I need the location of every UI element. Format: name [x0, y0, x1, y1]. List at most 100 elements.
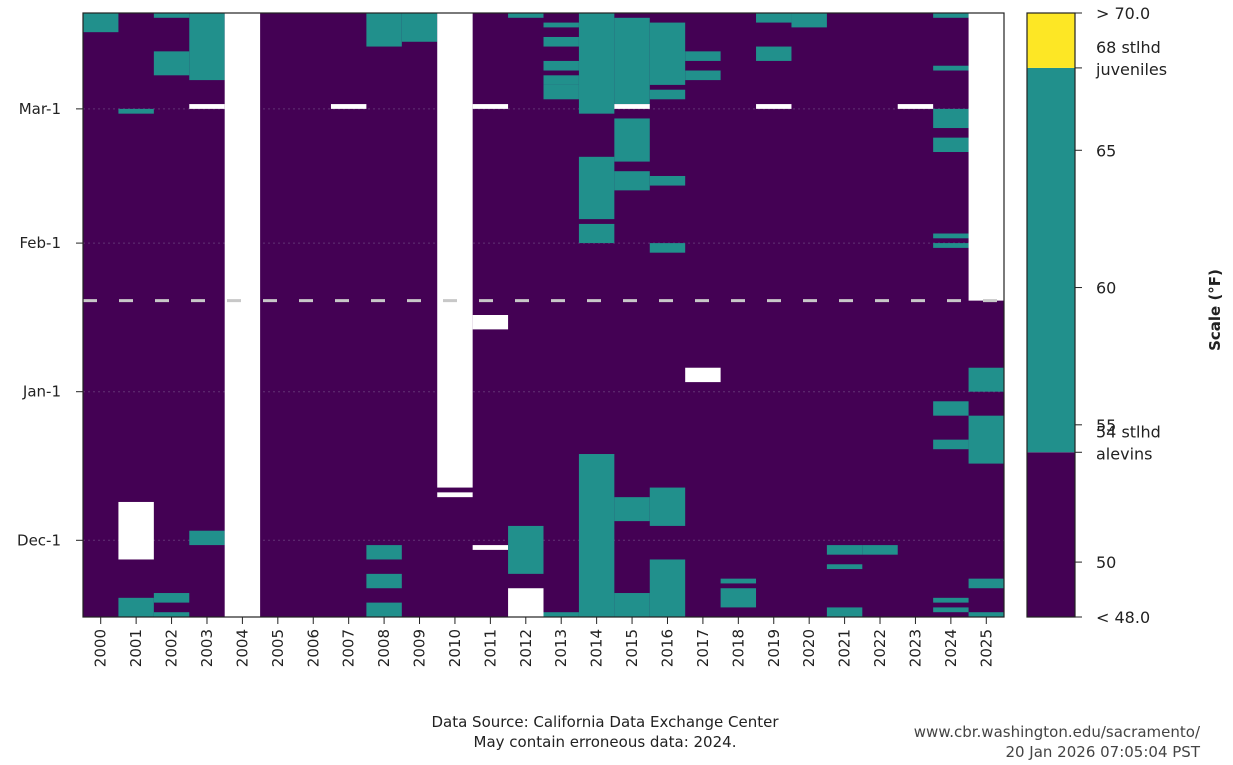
heatmap-cell: [826, 564, 863, 570]
heatmap-cell: [933, 137, 969, 153]
heatmap-cell: [933, 13, 969, 18]
heatmap-cell: [968, 612, 1004, 617]
heatmap-cell: [543, 75, 579, 85]
heatmap-cell: [649, 559, 686, 617]
colorbar-band: [1027, 13, 1075, 68]
heatmap-cell: [153, 612, 190, 617]
x-tick-label: 2023: [906, 629, 924, 667]
heatmap-chart: Dec-1 Jan-1 Feb-1 Mar-1 2000 2001 2002 2003 2004…: [17, 4, 1224, 667]
x-tick-label: 2017: [694, 629, 712, 667]
plot-area: [83, 13, 1004, 617]
heatmap-cell: [543, 84, 579, 100]
heatmap-cell: [578, 223, 615, 244]
heatmap-cell: [189, 530, 225, 546]
missing-data-cell: [330, 104, 367, 109]
heatmap-cell: [366, 545, 402, 560]
heatmap-cell: [933, 401, 969, 416]
heatmap-cell: [578, 13, 615, 114]
x-tick-label: 2016: [658, 629, 676, 667]
missing-data-cell: [508, 588, 544, 617]
y-tick-label: Dec-1: [17, 531, 61, 549]
heatmap-cell: [614, 118, 650, 162]
threshold-label: alevins: [1096, 444, 1152, 463]
x-tick-label: 2012: [517, 629, 535, 667]
colorbar-tick-label: 50: [1096, 553, 1116, 572]
heatmap-cell: [614, 593, 650, 617]
timestamp: 20 Jan 2026 07:05:04 PST: [1005, 743, 1200, 761]
heatmap-cell: [366, 602, 402, 617]
missing-data-cell: [437, 13, 473, 488]
heatmap-cell: [118, 597, 154, 617]
x-tick-label: 2025: [977, 629, 995, 667]
threshold-label: juveniles: [1095, 60, 1167, 79]
x-tick-label: 2006: [304, 629, 322, 667]
x-tick-label: 2008: [375, 629, 393, 667]
heatmap-cell: [649, 22, 686, 85]
missing-data-cell: [472, 315, 509, 330]
heatmap-cell: [543, 60, 579, 71]
axes: Dec-1 Jan-1 Feb-1 Mar-1 2000 2001 2002 2003 2004…: [17, 12, 1005, 667]
heatmap-cell: [756, 13, 792, 23]
x-tick-label: 2001: [127, 629, 145, 667]
heatmap-cell: [933, 65, 969, 71]
x-tick-label: 2002: [163, 629, 181, 667]
heatmap-cell: [543, 22, 579, 28]
x-tick-label: 2018: [729, 629, 747, 667]
y-tick-label: Mar-1: [19, 100, 61, 118]
heatmap-cell: [862, 545, 898, 555]
x-tick-label: 2010: [446, 629, 464, 667]
x-tick-label: 2019: [765, 629, 783, 667]
plot-frame: [82, 12, 1005, 618]
heatmap-cell: [968, 415, 1004, 464]
heatmap-cell: [720, 578, 757, 584]
heatmap-cell: [933, 243, 969, 248]
heatmap-cell: [614, 497, 650, 522]
colorbar-tick-label: < 48.0: [1096, 608, 1150, 627]
attribution: www.cbr.washington.edu/sacramento/ 20 Ja…: [820, 722, 1200, 762]
colorbar-tick-label: 55: [1096, 416, 1116, 435]
heatmap-cell: [614, 171, 650, 191]
x-tick-label: 2022: [871, 629, 889, 667]
colorbar-frame: [1026, 12, 1076, 618]
heatmap-cell: [649, 243, 686, 253]
x-tick-label: 2013: [552, 629, 570, 667]
x-tick-label: 2020: [800, 629, 818, 667]
heatmap-cell: [933, 108, 969, 129]
x-tick-label: 2004: [233, 629, 251, 667]
missing-data-cell: [437, 492, 473, 498]
heatmap-cell: [933, 607, 969, 613]
heatmap-cell: [826, 545, 863, 555]
heatmap-cell: [401, 13, 438, 42]
heatmap-cell: [933, 439, 969, 450]
threshold-label: 68 stlhd: [1096, 38, 1161, 57]
x-tick-label: 2021: [836, 629, 854, 667]
heatmap-cell: [543, 612, 579, 617]
missing-data-cell: [968, 13, 1004, 301]
heatmap-cell: [153, 593, 190, 603]
heatmap-cell: [366, 13, 402, 47]
missing-data-cell: [897, 104, 934, 109]
colorbar-band: [1027, 67, 1075, 453]
x-tick-label: 2005: [269, 629, 287, 667]
x-tick-label: 2011: [481, 629, 499, 667]
missing-data-cell: [685, 367, 721, 383]
missing-data-cell: [472, 104, 509, 109]
heatmap-cell: [578, 454, 615, 617]
heatmap-cell: [578, 156, 615, 220]
heatmap-cell: [153, 13, 190, 18]
missing-data-cell: [118, 501, 154, 560]
x-tick-label: 2009: [411, 629, 429, 667]
x-tick-label: 2015: [623, 629, 641, 667]
heatmap-cell: [189, 13, 225, 81]
heatmap-cell: [508, 13, 544, 18]
heatmap-cell: [83, 13, 119, 33]
missing-data-cell: [189, 104, 225, 109]
colorbar-tick-label: 65: [1096, 141, 1116, 160]
heatmap-cell: [685, 51, 721, 61]
heatmap-cell: [968, 578, 1004, 589]
x-tick-label: 2024: [942, 629, 960, 667]
colorbar-tick-label: 60: [1096, 279, 1116, 298]
data-source-line: Data Source: California Data Exchange Ce…: [431, 713, 779, 731]
missing-data-cell: [472, 545, 509, 550]
heatmap-cell: [118, 108, 154, 114]
